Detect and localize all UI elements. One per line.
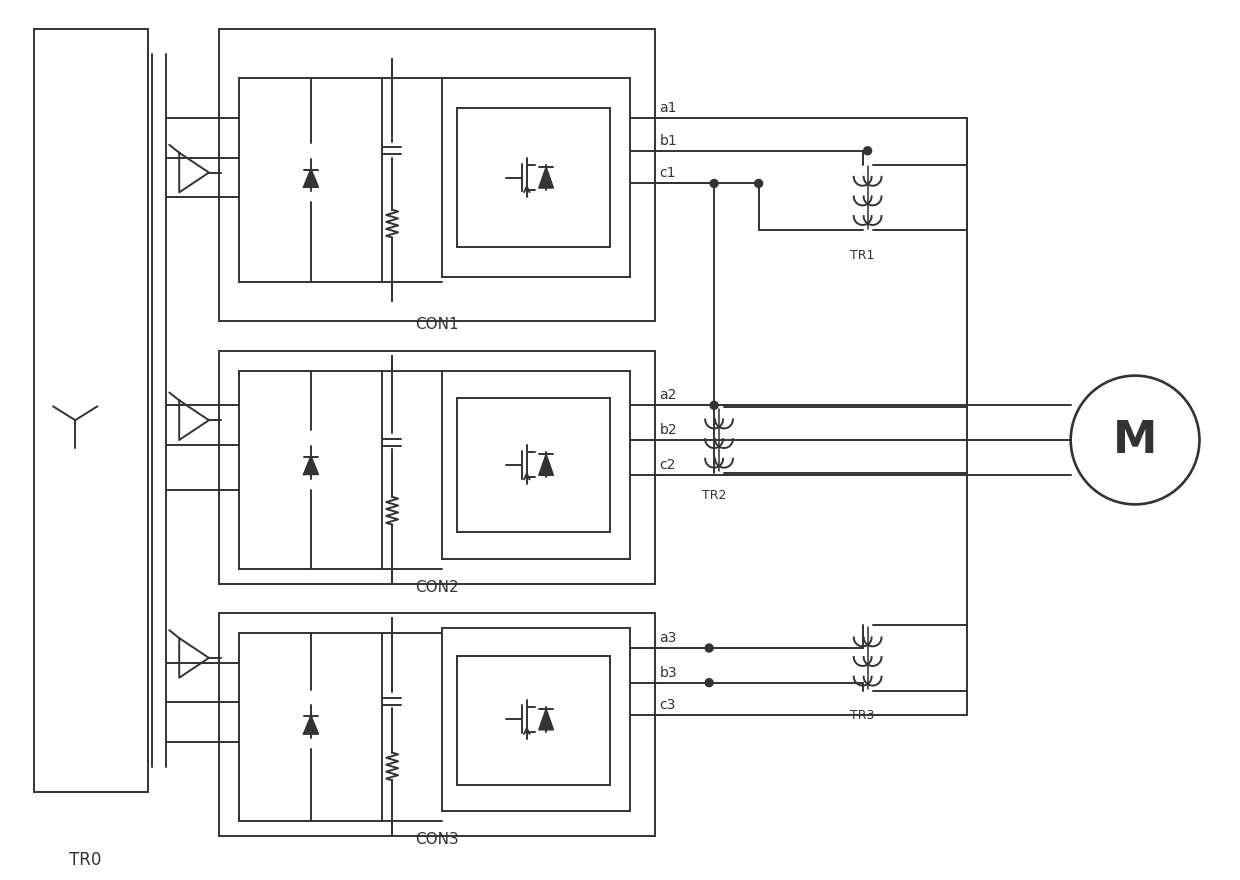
Bar: [238, 78, 382, 282]
Polygon shape: [304, 457, 317, 474]
Bar: [456, 399, 610, 532]
Bar: [218, 351, 655, 583]
Bar: [441, 370, 630, 559]
Text: CON1: CON1: [415, 317, 459, 332]
Text: a2: a2: [660, 388, 677, 402]
Polygon shape: [304, 170, 317, 187]
Text: c1: c1: [660, 166, 676, 180]
Text: TR0: TR0: [69, 851, 102, 869]
Text: c2: c2: [660, 458, 676, 472]
Bar: [33, 29, 148, 792]
Polygon shape: [538, 167, 553, 188]
Circle shape: [711, 401, 718, 409]
Polygon shape: [538, 454, 553, 475]
Text: CON2: CON2: [415, 580, 459, 595]
Bar: [218, 613, 655, 836]
Text: TR1: TR1: [851, 249, 875, 261]
Bar: [238, 633, 382, 821]
Text: b1: b1: [660, 134, 677, 148]
Circle shape: [864, 147, 872, 155]
Bar: [441, 78, 630, 276]
Circle shape: [706, 678, 713, 686]
Bar: [441, 628, 630, 811]
Text: CON3: CON3: [415, 832, 459, 847]
Text: b3: b3: [660, 665, 677, 679]
Bar: [238, 370, 382, 568]
Text: b2: b2: [660, 423, 677, 437]
Bar: [456, 108, 610, 247]
Text: M: M: [1112, 419, 1157, 461]
Text: TR2: TR2: [702, 489, 727, 502]
Text: c3: c3: [660, 699, 676, 713]
Bar: [218, 29, 655, 321]
Text: a3: a3: [660, 631, 677, 645]
Bar: [456, 656, 610, 785]
Polygon shape: [538, 708, 553, 730]
Circle shape: [755, 180, 763, 187]
Circle shape: [706, 644, 713, 652]
Circle shape: [711, 180, 718, 187]
Text: a1: a1: [660, 101, 677, 115]
Text: TR3: TR3: [851, 709, 875, 722]
Polygon shape: [304, 716, 317, 734]
